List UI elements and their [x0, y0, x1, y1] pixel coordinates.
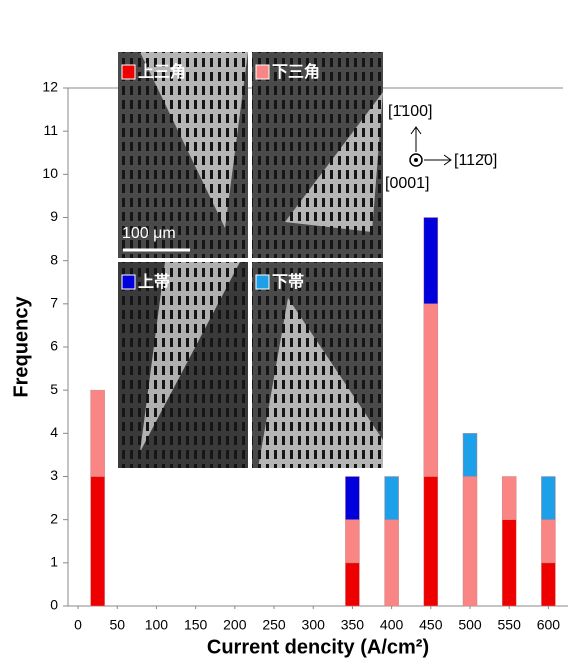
x-axis-title: Current dencity (A/cm²): [207, 636, 429, 658]
bar-segment: [345, 519, 360, 564]
axis-symbol: [414, 158, 418, 162]
y-tick-label: 0: [50, 597, 58, 613]
scale-label: 100 μm: [122, 225, 176, 242]
x-tick-label: 450: [419, 617, 443, 633]
x-tick-label: 150: [184, 617, 208, 633]
bar-segment: [423, 217, 439, 305]
legend-swatch: [255, 64, 270, 80]
bar-segment: [541, 476, 556, 520]
x-tick-label: 200: [223, 617, 247, 633]
y-tick-label: 8: [50, 251, 58, 267]
bar-segment: [90, 389, 105, 477]
legend-label: 上三角: [138, 62, 186, 81]
direction-label: [0001]: [385, 175, 429, 192]
y-tick-label: 1: [50, 554, 58, 570]
bar-segment: [384, 476, 399, 520]
bar-segment: [501, 476, 517, 520]
legend-label: 上帯: [138, 272, 170, 291]
y-tick-label: 2: [50, 510, 58, 526]
legend-swatch: [255, 274, 270, 290]
x-tick-label: 500: [458, 617, 482, 633]
y-tick-label: 12: [42, 79, 58, 95]
y-tick-label: 7: [50, 295, 58, 311]
x-tick-label: 350: [341, 617, 365, 633]
legend-swatch: [121, 274, 136, 290]
inset-texture: [252, 52, 383, 258]
y-tick-label: 4: [50, 424, 58, 440]
y-tick-label: 10: [42, 165, 58, 181]
bar-segment: [501, 519, 517, 607]
inset-texture: [118, 52, 248, 258]
bar-segment: [90, 476, 105, 607]
x-tick-label: 100: [145, 617, 169, 633]
x-tick-label: 550: [498, 617, 522, 633]
x-tick-label: 250: [262, 617, 286, 633]
x-tick-label: 400: [380, 617, 404, 633]
y-tick-label: 6: [50, 338, 58, 354]
inset-texture: [252, 262, 383, 468]
axis-symbol: [409, 153, 423, 167]
x-tick-label: 600: [537, 617, 561, 633]
bar-segment: [345, 476, 360, 520]
y-tick-label: 9: [50, 208, 58, 224]
inset-texture: [118, 262, 248, 468]
x-tick-label: 50: [109, 617, 125, 633]
bar-segment: [541, 519, 556, 564]
y-tick-label: 11: [43, 122, 58, 138]
legend-label: 下帯: [272, 272, 304, 291]
bars: [90, 217, 556, 607]
bar-segment: [345, 562, 360, 607]
bar-segment: [423, 303, 439, 477]
bar-segment: [462, 476, 478, 607]
bar-segment: [541, 562, 556, 607]
x-tick-label: 300: [302, 617, 326, 633]
x-tick-label: 0: [74, 617, 82, 633]
y-tick-label: 3: [50, 467, 58, 483]
legend-label: 下三角: [272, 62, 320, 81]
bar-segment: [384, 519, 399, 607]
arrow: [443, 154, 452, 166]
arrow: [410, 126, 422, 135]
y-axis-title: Frequency: [10, 296, 32, 398]
direction-label: [1̄100]: [388, 103, 432, 120]
bar-segment: [462, 433, 478, 477]
y-tick-label: 5: [50, 381, 58, 397]
bar-segment: [423, 476, 439, 607]
direction-label: [112̄0]: [454, 152, 497, 169]
legend-swatch: [121, 64, 136, 80]
